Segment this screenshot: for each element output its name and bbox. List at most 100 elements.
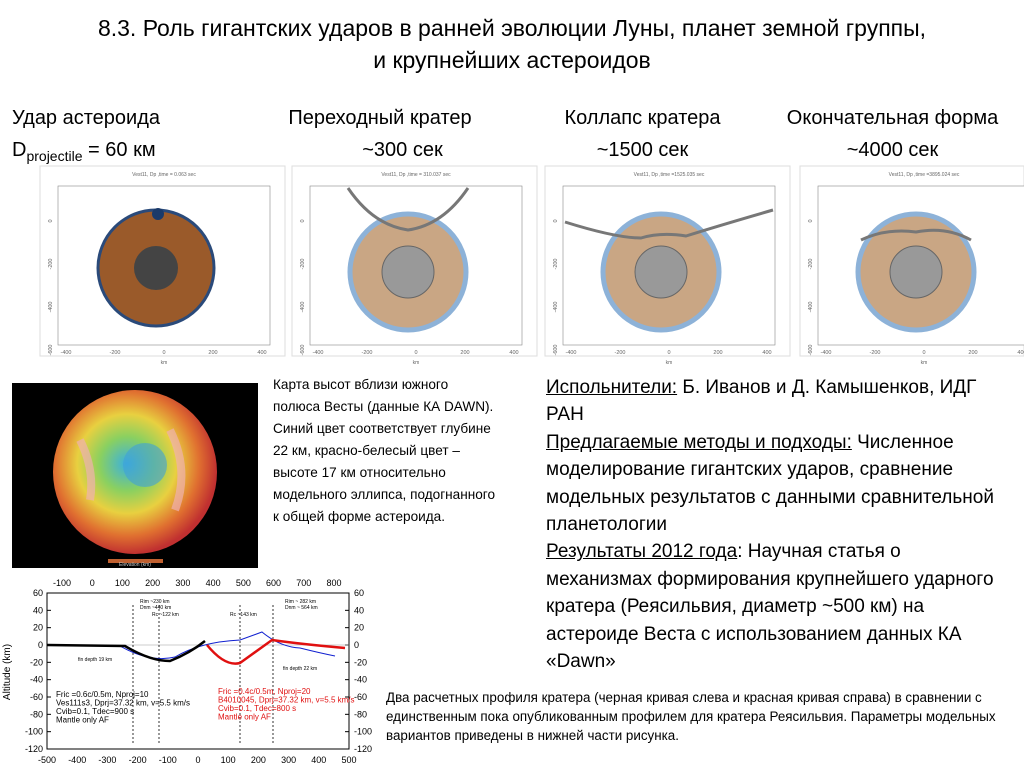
projectile bbox=[152, 208, 164, 220]
info-item: Предлагаемые методы и подходы: Численное… bbox=[546, 429, 1008, 539]
legend-left: Mantle only AF bbox=[56, 716, 109, 725]
sub: D bbox=[12, 139, 27, 161]
y-axis-label: Altitude (km) bbox=[2, 644, 13, 700]
legend-right: Cvib=0.1, Tdec=800 s bbox=[218, 704, 296, 713]
y-tick-label: -100 bbox=[25, 727, 43, 737]
crater-profile bbox=[860, 228, 972, 242]
title-line: и крупнейших астероидов bbox=[373, 47, 651, 73]
y2-tick-label: -120 bbox=[354, 744, 372, 754]
stage-head: Удар астероида Dprojectile = 60 км bbox=[12, 102, 160, 172]
y-tick-label: -200 bbox=[300, 258, 306, 269]
y-tick-label: -400 bbox=[300, 301, 306, 312]
y-tick-label: -200 bbox=[553, 258, 559, 269]
info: Испольнители: Б. Иванов и Д. Камышенков,… bbox=[546, 374, 1008, 675]
info-label: Результаты 2012 года bbox=[546, 541, 738, 563]
top-tick-label: 500 bbox=[236, 578, 251, 588]
y-tick-label: 60 bbox=[33, 588, 43, 598]
crater-profile bbox=[564, 208, 774, 240]
axis-unit: km bbox=[666, 360, 673, 366]
x-tick-label: 200 bbox=[208, 350, 217, 356]
x-tick-label: -200 bbox=[869, 350, 880, 356]
heading: Окончательная форма bbox=[786, 107, 999, 129]
x-tick-label: 200 bbox=[713, 350, 722, 356]
top-tick-label: 0 bbox=[90, 578, 95, 588]
top-tick-label: 100 bbox=[115, 578, 130, 588]
bottom-tick-label: -500 bbox=[38, 755, 56, 765]
annotation: fin depth 19 km bbox=[78, 657, 112, 663]
map-legend: Elevation (km) bbox=[119, 562, 151, 568]
top-tick-label: 200 bbox=[145, 578, 160, 588]
heading: Удар астероида bbox=[12, 107, 161, 129]
y-tick-label: -600 bbox=[808, 344, 814, 355]
x-tick-label: 0 bbox=[162, 350, 165, 356]
y2-tick-label: -100 bbox=[354, 727, 372, 737]
core bbox=[134, 246, 178, 290]
annotation: Rim ~230 km bbox=[140, 599, 170, 605]
info-item: Результаты 2012 года: Научная статья о м… bbox=[546, 538, 1008, 675]
y-tick-label: -600 bbox=[553, 344, 559, 355]
map-caption: Карта высот вблизи южного полюса Весты (… bbox=[273, 377, 496, 524]
bottom-tick-label: 500 bbox=[341, 755, 356, 765]
crater-profile bbox=[346, 187, 470, 232]
y-tick-label: -80 bbox=[30, 709, 43, 719]
map-basin bbox=[123, 443, 167, 487]
y2-tick-label: -60 bbox=[354, 692, 367, 702]
y-tick-label: -200 bbox=[48, 258, 54, 269]
bottom-tick-label: -200 bbox=[129, 755, 147, 765]
top-tick-label: 400 bbox=[206, 578, 221, 588]
annotation: fin depth 22 km bbox=[283, 666, 317, 672]
x-tick-label: -200 bbox=[614, 350, 625, 356]
y2-tick-label: -40 bbox=[354, 675, 367, 685]
y2-tick-label: -80 bbox=[354, 709, 367, 719]
axis-unit: km bbox=[413, 360, 420, 366]
y2-tick-label: 60 bbox=[354, 588, 364, 598]
annotation: Dnm ~ 564 km bbox=[285, 605, 318, 611]
subheading: Dprojectile = 60 км bbox=[12, 134, 160, 172]
annotation: Dnm ~440 km bbox=[140, 605, 171, 611]
legend-right: B4010045, Dprj=37.32 km, v=5.5 km/s bbox=[218, 696, 355, 705]
y-tick-label: -600 bbox=[300, 344, 306, 355]
top-tick-label: 300 bbox=[175, 578, 190, 588]
legend-right: Fric =0.4c/0.5m, Nproj=20 bbox=[218, 687, 311, 696]
subheading: ~1500 сек bbox=[596, 139, 689, 161]
plot-title: Vest11, Dp ,time =1525.035 sec bbox=[634, 172, 705, 178]
x-tick-label: -400 bbox=[820, 350, 831, 356]
x-tick-label: 400 bbox=[257, 350, 266, 356]
y-tick-label: 0 bbox=[808, 219, 814, 222]
x-tick-label: -200 bbox=[109, 350, 120, 356]
y-tick-label: 0 bbox=[38, 640, 43, 650]
y2-tick-label: 20 bbox=[354, 623, 364, 633]
x-tick-label: 0 bbox=[667, 350, 670, 356]
x-tick-label: 0 bbox=[922, 350, 925, 356]
y2-tick-label: 0 bbox=[354, 640, 359, 650]
x-tick-label: -400 bbox=[60, 350, 71, 356]
axis-unit: km bbox=[161, 360, 168, 366]
sub-index: projectile bbox=[26, 148, 83, 164]
core bbox=[634, 245, 688, 299]
profile-area bbox=[46, 592, 350, 750]
title-line: 8.3. Роль гигантских ударов в ранней эво… bbox=[97, 15, 927, 41]
x-tick-label: 200 bbox=[460, 350, 469, 356]
top-tick-label: 600 bbox=[266, 578, 281, 588]
y-tick-label: -120 bbox=[25, 744, 43, 754]
y2-tick-label: -20 bbox=[354, 657, 367, 667]
profile-caption: Два расчетных профиля кратера (черная кр… bbox=[386, 690, 996, 743]
annotation: Rc ~122 km bbox=[152, 612, 179, 618]
x-tick-label: 0 bbox=[414, 350, 417, 356]
legend-left: Ves111s3, Dprj=37.32 km, v=5.5 km/s bbox=[56, 699, 190, 708]
y-tick-label: -60 bbox=[30, 692, 43, 702]
core bbox=[381, 245, 435, 299]
x-tick-label: 400 bbox=[762, 350, 771, 356]
legend-left: Cvib=0.1, Tdec=900 s bbox=[56, 707, 134, 716]
y-tick-label: -400 bbox=[808, 301, 814, 312]
y-tick-label: -40 bbox=[30, 675, 43, 685]
x-tick-label: -400 bbox=[565, 350, 576, 356]
top-tick-label: 700 bbox=[296, 578, 311, 588]
plot-title: Vest11, Dp ,time = 0.063 sec bbox=[132, 172, 196, 178]
info-text: Численное моделирование гигантских ударо… bbox=[546, 431, 994, 536]
heading: Коллапс кратера bbox=[564, 107, 721, 129]
stage-head: Окончательная форма ~4000 сек bbox=[765, 102, 1020, 166]
subheading: ~4000 сек bbox=[846, 139, 939, 161]
x-tick-label: 400 bbox=[509, 350, 518, 356]
